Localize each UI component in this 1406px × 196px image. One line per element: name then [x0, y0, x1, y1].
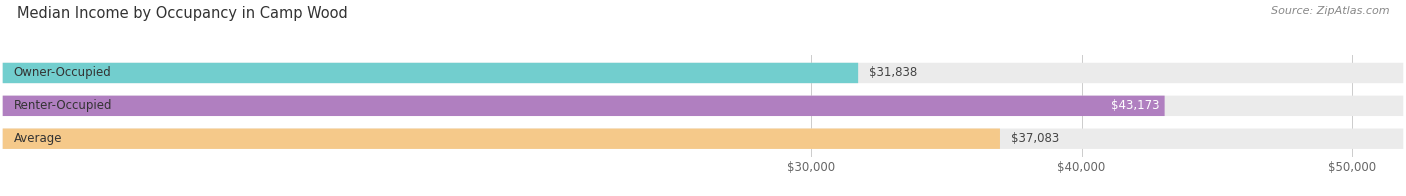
- FancyBboxPatch shape: [3, 96, 1403, 116]
- Text: Median Income by Occupancy in Camp Wood: Median Income by Occupancy in Camp Wood: [17, 6, 347, 21]
- Text: $43,173: $43,173: [1111, 99, 1159, 112]
- FancyBboxPatch shape: [3, 96, 1164, 116]
- Text: $37,083: $37,083: [1011, 132, 1059, 145]
- Text: Average: Average: [14, 132, 62, 145]
- FancyBboxPatch shape: [3, 129, 1000, 149]
- Text: Source: ZipAtlas.com: Source: ZipAtlas.com: [1271, 6, 1389, 16]
- Text: Owner-Occupied: Owner-Occupied: [14, 66, 111, 79]
- Text: $31,838: $31,838: [869, 66, 917, 79]
- FancyBboxPatch shape: [3, 129, 1403, 149]
- Text: Renter-Occupied: Renter-Occupied: [14, 99, 112, 112]
- FancyBboxPatch shape: [3, 63, 1403, 83]
- FancyBboxPatch shape: [3, 63, 858, 83]
